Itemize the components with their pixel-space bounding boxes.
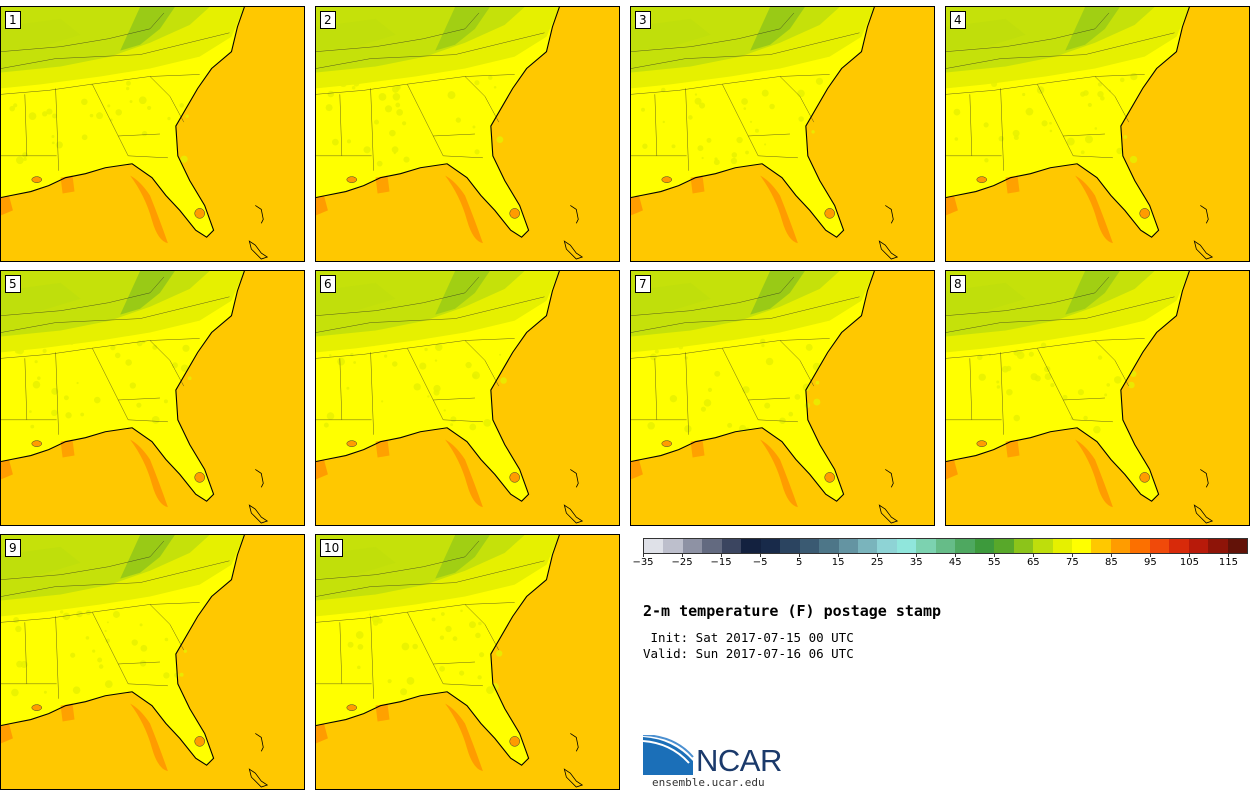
colorbar-segment	[935, 539, 956, 553]
colorbar-tick-label: −5	[752, 557, 768, 568]
member-number: 4	[950, 11, 966, 29]
colorbar-segment	[741, 539, 761, 553]
colorbar-segment	[1052, 539, 1072, 553]
colorbar-segment	[1227, 539, 1248, 553]
colorbar-tick-label: 5	[795, 557, 803, 568]
colorbar-ticks	[643, 553, 1248, 557]
colorbar-segment	[682, 539, 703, 553]
member-panel-3: 3	[630, 6, 935, 262]
colorbar-tick-label: 75	[1065, 557, 1079, 568]
colorbar-segment	[644, 539, 664, 553]
member-panel-9: 9	[0, 534, 305, 790]
colorbar-segment	[1071, 539, 1092, 553]
member-panel-10: 10	[315, 534, 620, 790]
member-panel-7: 7	[630, 270, 935, 526]
colorbar-segment	[974, 539, 995, 553]
temperature-map	[631, 7, 899, 260]
member-number: 1	[5, 11, 21, 29]
colorbar-tick-label: −15	[710, 557, 732, 568]
ncar-url: ensemble.ucar.edu	[652, 776, 765, 789]
colorbar-segment	[780, 539, 800, 553]
member-panel-5: 5	[0, 270, 305, 526]
temperature-map	[946, 7, 1214, 260]
colorbar-tick-label: 25	[870, 557, 884, 568]
colorbar-segment	[857, 539, 878, 553]
colorbar-segment	[1013, 539, 1034, 553]
member-panel-8: 8	[945, 270, 1250, 526]
colorbar-segment	[663, 539, 683, 553]
colorbar-tick-label: 95	[1144, 557, 1157, 568]
colorbar-segment	[702, 539, 722, 553]
member-panel-4: 4	[945, 6, 1250, 262]
ncar-logo-icon	[643, 735, 694, 775]
valid-time: Valid: Sun 2017-07-16 06 UTC	[643, 646, 854, 661]
colorbar-segment	[1110, 539, 1131, 553]
colorbar-tick-label: 35	[909, 557, 923, 568]
colorbar-segment	[955, 539, 975, 553]
page-title: 2-m temperature (F) postage stamp	[643, 602, 942, 620]
colorbar-tick-labels: −35 −25 −15 −5 5 15 25 35 45 55 65 75 85 95 105 115	[632, 557, 1248, 571]
member-panel-1: 1	[0, 6, 305, 262]
colorbar-segment	[1149, 539, 1170, 553]
temperature-map	[1, 535, 269, 788]
colorbar-tick-label: 115	[1218, 557, 1239, 568]
colorbar-segment	[819, 539, 839, 553]
temperature-map	[631, 271, 899, 524]
member-number: 6	[320, 275, 336, 293]
colorbar-tick-label: 45	[948, 557, 962, 568]
colorbar-segment	[1130, 539, 1150, 553]
colorbar-tick-label: 85	[1105, 557, 1118, 568]
colorbar-segment	[1188, 539, 1209, 553]
colorbar-segment	[838, 539, 858, 553]
colorbar-segment	[760, 539, 781, 553]
colorbar-segment	[1091, 539, 1111, 553]
colorbar-segment	[1208, 539, 1228, 553]
temperature-map	[316, 7, 584, 260]
member-number: 10	[320, 539, 344, 557]
colorbar-segment	[994, 539, 1014, 553]
colorbar-segment	[877, 539, 897, 553]
colorbar-tick-label: 55	[987, 557, 1001, 568]
member-panel-6: 6	[315, 270, 620, 526]
temperature-map	[316, 535, 584, 788]
temperature-colorbar	[643, 538, 1248, 554]
colorbar-tick-label: −25	[671, 557, 693, 568]
colorbar-segment	[799, 539, 820, 553]
colorbar-segment	[916, 539, 936, 553]
temperature-map	[946, 271, 1214, 524]
temperature-map	[1, 7, 269, 260]
member-number: 9	[5, 539, 21, 557]
ncar-logo-text: NCAR	[696, 743, 782, 778]
member-number: 7	[635, 275, 651, 293]
colorbar-segment	[1033, 539, 1053, 553]
colorbar-segment	[896, 539, 917, 553]
colorbar-tick-label: −35	[632, 557, 654, 568]
member-number: 2	[320, 11, 336, 29]
colorbar-segment	[1169, 539, 1189, 553]
colorbar-tick-label: 65	[1026, 557, 1040, 568]
init-time: Init: Sat 2017-07-15 00 UTC	[643, 630, 854, 645]
member-number: 5	[5, 275, 21, 293]
colorbar-segment	[721, 539, 742, 553]
temperature-map	[1, 271, 269, 524]
member-number: 3	[635, 11, 651, 29]
member-number: 8	[950, 275, 966, 293]
colorbar-tick-label: 15	[831, 557, 845, 568]
colorbar-tick-label: 105	[1179, 557, 1199, 568]
temperature-map	[316, 271, 584, 524]
member-panel-2: 2	[315, 6, 620, 262]
